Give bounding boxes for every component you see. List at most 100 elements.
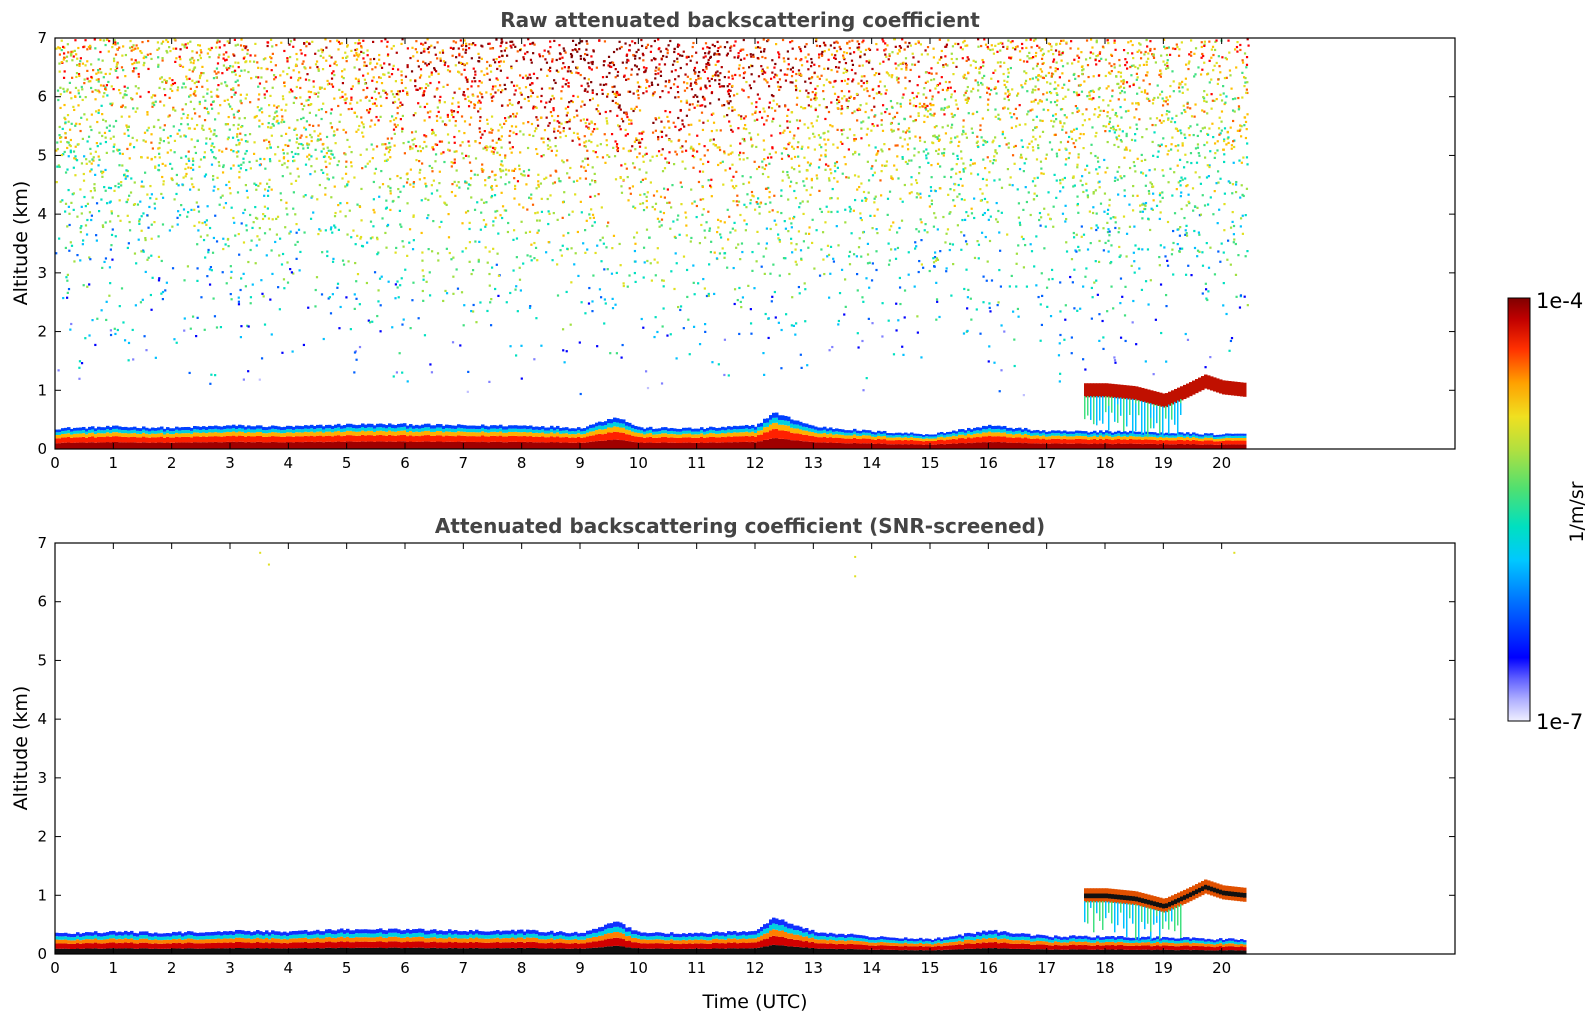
- noise-pixel: [741, 175, 744, 178]
- backscatter-cell: [310, 428, 314, 432]
- noise-pixel: [1014, 48, 1017, 51]
- noise-pixel: [242, 272, 245, 275]
- backscatter-cell: [514, 431, 518, 436]
- noise-pixel: [565, 79, 568, 82]
- noise-pixel: [1076, 163, 1079, 166]
- noise-pixel: [540, 94, 543, 98]
- noise-pixel: [675, 357, 678, 360]
- backscatter-cell: [1066, 436, 1070, 440]
- noise-pixel: [932, 257, 935, 260]
- cloud-cell: [1099, 383, 1103, 398]
- noise-pixel: [613, 155, 617, 158]
- backscatter-cell: [469, 428, 473, 433]
- noise-pixel: [78, 366, 81, 369]
- noise-pixel: [723, 256, 726, 259]
- backscatter-cell: [631, 431, 635, 436]
- noise-pixel: [769, 201, 772, 204]
- noise-pixel: [1141, 136, 1144, 139]
- noise-pixel: [733, 288, 737, 291]
- backscatter-cell: [241, 435, 245, 442]
- precip-streak: [1135, 399, 1137, 404]
- backscatter-cell: [124, 429, 128, 434]
- backscatter-cell: [304, 425, 308, 429]
- noise-pixel: [289, 55, 292, 59]
- precip-streak: [1153, 404, 1155, 429]
- noise-pixel: [1097, 88, 1100, 91]
- backscatter-cell: [730, 429, 734, 433]
- noise-pixel: [263, 215, 267, 218]
- backscatter-cell: [973, 442, 977, 449]
- backscatter-cell: [994, 432, 998, 437]
- noise-pixel: [437, 72, 440, 76]
- backscatter-cell: [283, 429, 287, 434]
- backscatter-cell: [919, 436, 923, 439]
- noise-pixel: [259, 182, 262, 185]
- noise-pixel: [232, 216, 235, 220]
- noise-pixel: [233, 54, 236, 57]
- backscatter-cell: [799, 440, 803, 449]
- noise-pixel: [523, 174, 526, 177]
- noise-pixel: [879, 179, 882, 182]
- noise-pixel: [751, 269, 754, 272]
- noise-pixel: [1028, 51, 1031, 54]
- noise-pixel: [496, 78, 499, 81]
- noise-pixel: [1077, 156, 1080, 159]
- backscatter-cell: [1240, 437, 1244, 441]
- noise-pixel: [1070, 130, 1074, 133]
- backscatter-cell: [733, 442, 737, 449]
- noise-pixel: [587, 127, 591, 130]
- noise-pixel: [653, 258, 656, 261]
- backscatter-cell: [277, 432, 281, 437]
- noise-pixel: [193, 107, 196, 111]
- noise-pixel: [925, 148, 928, 151]
- backscatter-cell: [442, 425, 446, 430]
- noise-pixel: [584, 121, 587, 125]
- noise-pixel: [805, 177, 808, 180]
- noise-pixel: [1217, 250, 1220, 253]
- backscatter-cell: [241, 441, 245, 449]
- backscatter-cell: [580, 428, 584, 432]
- cloud-cell: [1189, 382, 1193, 397]
- noise-pixel: [377, 251, 380, 254]
- backscatter-cell: [997, 441, 1001, 449]
- noise-pixel: [853, 139, 856, 142]
- backscatter-cell: [196, 426, 200, 430]
- noise-pixel: [269, 298, 272, 301]
- backscatter-cell: [844, 435, 848, 439]
- noise-pixel: [380, 66, 384, 69]
- noise-pixel: [660, 120, 663, 123]
- noise-pixel: [994, 150, 997, 153]
- backscatter-cell: [550, 425, 554, 430]
- backscatter-cell: [151, 442, 155, 449]
- backscatter-cell: [376, 441, 380, 449]
- noise-pixel: [479, 228, 482, 231]
- noise-pixel: [330, 72, 334, 75]
- backscatter-cell: [550, 432, 554, 437]
- backscatter-cell: [433, 435, 437, 442]
- backscatter-cell: [412, 436, 416, 442]
- noise-pixel: [128, 157, 131, 160]
- backscatter-cell: [472, 436, 476, 442]
- backscatter-cell: [475, 425, 479, 430]
- backscatter-cell: [1165, 435, 1169, 438]
- noise-pixel: [1090, 227, 1093, 230]
- backscatter-cell: [772, 417, 776, 423]
- noise-pixel: [92, 156, 95, 159]
- noise-pixel: [703, 70, 707, 73]
- noise-pixel: [157, 279, 161, 282]
- backscatter-cell: [148, 437, 152, 443]
- noise-pixel: [1118, 64, 1121, 67]
- noise-pixel: [953, 204, 956, 208]
- noise-pixel: [925, 96, 928, 99]
- noise-pixel: [1064, 220, 1067, 223]
- backscatter-cell: [514, 435, 518, 442]
- noise-pixel: [778, 78, 781, 81]
- backscatter-cell: [883, 443, 887, 449]
- backscatter-cell: [691, 431, 695, 435]
- noise-pixel: [583, 141, 586, 144]
- noise-pixel: [1176, 149, 1180, 152]
- backscatter-cell: [88, 433, 92, 437]
- backscatter-cell: [886, 440, 890, 445]
- noise-pixel: [756, 202, 759, 205]
- backscatter-cell: [967, 442, 971, 449]
